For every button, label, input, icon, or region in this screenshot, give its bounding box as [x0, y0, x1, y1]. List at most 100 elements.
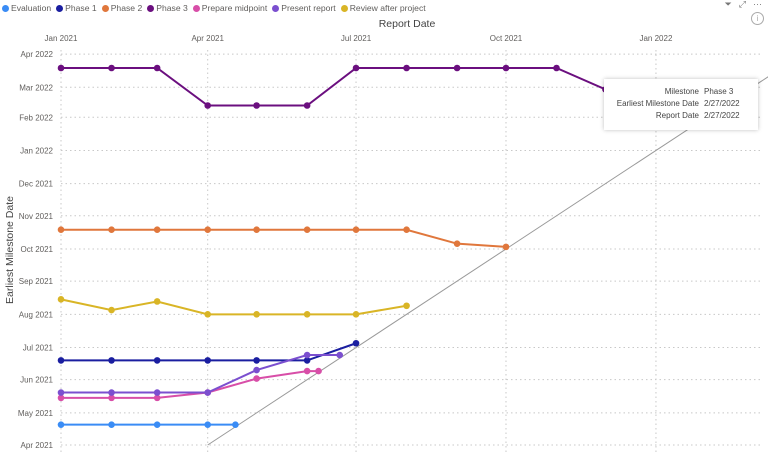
data-point — [108, 389, 115, 396]
tooltip: Milestone Phase 3 Earliest Milestone Date… — [604, 79, 758, 130]
data-point — [403, 302, 410, 310]
data-point — [57, 394, 65, 402]
y-tick-label: Jun 2021 — [20, 376, 53, 385]
data-point — [253, 375, 260, 382]
data-point — [303, 102, 311, 109]
data-point — [352, 226, 360, 234]
data-point — [352, 311, 360, 318]
data-point — [403, 226, 410, 234]
data-point — [553, 64, 560, 72]
data-point — [303, 351, 311, 359]
data-point — [153, 298, 161, 305]
y-tick-label: Jul 2021 — [23, 344, 54, 353]
x-tick-label: Jan 2021 — [45, 34, 78, 43]
data-point — [108, 357, 115, 364]
data-point — [57, 64, 65, 72]
y-tick-label: Apr 2022 — [21, 50, 54, 59]
tooltip-value: 2/27/2022 — [704, 99, 740, 108]
visual-toolbar: ⏷ ⤢ ··· — [725, 0, 762, 9]
legend-item[interactable]: Phase 3 — [147, 3, 188, 13]
data-point — [204, 311, 211, 318]
expand-icon[interactable]: ⤢ — [738, 0, 746, 9]
y-tick-label: Jan 2022 — [20, 146, 53, 155]
tooltip-row: Report Date 2/27/2022 — [604, 111, 758, 120]
more-options-button[interactable]: ··· — [753, 0, 762, 9]
data-point — [57, 389, 65, 396]
data-point — [253, 357, 260, 364]
y-tick-label: Aug 2021 — [19, 310, 54, 319]
legend-item[interactable]: Phase 2 — [101, 3, 142, 13]
data-point — [453, 64, 461, 72]
data-point — [153, 389, 161, 396]
legend: Evaluation Phase 1 Phase 2 Phase 3 Prepare m… — [2, 3, 426, 13]
data-point — [253, 311, 260, 318]
y-tick-label: Dec 2021 — [19, 180, 54, 189]
data-point — [204, 421, 211, 428]
legend-item[interactable]: Evaluation — [2, 3, 51, 13]
data-point — [57, 357, 65, 364]
data-point — [315, 367, 322, 375]
legend-item[interactable]: Prepare midpoint — [192, 3, 268, 13]
y-tick-label: Mar 2022 — [19, 83, 53, 92]
y-tick-label: Sep 2021 — [19, 277, 54, 286]
data-point — [108, 226, 115, 234]
data-point — [108, 64, 115, 72]
legend-item[interactable]: Phase 1 — [56, 3, 97, 13]
data-point — [303, 311, 311, 318]
legend-marker — [272, 4, 280, 12]
legend-label: Phase 1 — [65, 3, 97, 13]
data-point — [204, 226, 211, 234]
legend-marker — [192, 4, 200, 12]
data-point — [204, 389, 211, 396]
series-line — [61, 370, 319, 399]
legend-label: Phase 3 — [156, 3, 188, 13]
funnel-icon[interactable]: ⏷ — [724, 0, 732, 9]
info-icon[interactable]: i — [751, 12, 764, 25]
reference-line — [207, 76, 768, 446]
tooltip-value: Phase 3 — [704, 87, 734, 96]
tooltip-row: Earliest Milestone Date 2/27/2022 — [604, 99, 758, 108]
data-point — [57, 296, 65, 303]
legend-marker — [56, 4, 64, 12]
data-point — [57, 226, 65, 234]
data-point — [153, 226, 161, 234]
tooltip-row: Milestone Phase 3 — [604, 87, 758, 96]
x-tick-label: Apr 2021 — [191, 34, 224, 43]
legend-item[interactable]: Review after project — [340, 3, 426, 13]
series-line — [60, 298, 407, 316]
x-tick-label: Oct 2021 — [490, 34, 523, 43]
tooltip-value: 2/27/2022 — [704, 111, 740, 120]
data-point — [502, 64, 510, 72]
data-point — [253, 226, 260, 234]
x-tick-label: Jan 2022 — [639, 34, 672, 43]
data-point — [303, 357, 311, 364]
legend-marker — [340, 4, 348, 12]
data-point — [57, 421, 65, 428]
y-tick-label: Oct 2021 — [21, 245, 54, 254]
data-point — [108, 306, 115, 314]
legend-label: Present report — [281, 3, 336, 13]
data-point — [303, 367, 311, 375]
y-tick-label: May 2021 — [18, 409, 54, 418]
data-point — [153, 357, 161, 364]
data-point — [153, 394, 161, 402]
data-point — [108, 394, 115, 402]
series-line — [61, 228, 507, 248]
legend-item[interactable]: Present report — [272, 3, 336, 13]
data-point — [108, 421, 115, 428]
x-tick-label: Jul 2021 — [341, 34, 372, 43]
data-point — [232, 421, 239, 428]
y-tick-label: Nov 2021 — [19, 212, 54, 221]
legend-marker — [101, 4, 109, 12]
tooltip-label: Earliest Milestone Date — [616, 99, 699, 108]
y-tick-label: Apr 2021 — [21, 441, 54, 450]
data-point — [303, 226, 311, 234]
x-axis-title: Report Date — [379, 18, 436, 30]
legend-label: Prepare midpoint — [201, 3, 268, 13]
legend-label: Review after project — [349, 3, 426, 13]
y-axis-title: Earliest Milestone Date — [4, 196, 16, 304]
data-point — [253, 102, 260, 109]
data-point — [352, 64, 360, 72]
data-point — [204, 357, 211, 364]
